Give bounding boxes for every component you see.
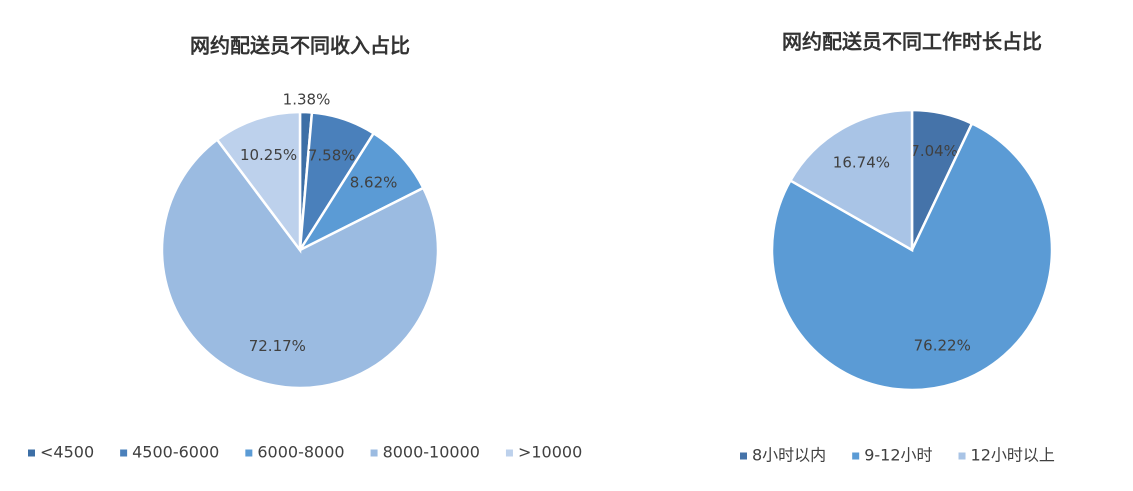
data-label: 1.38%	[283, 91, 331, 109]
legend-swatch	[28, 449, 35, 457]
pie-slice	[160, 137, 440, 390]
data-label: 72.17%	[249, 337, 306, 355]
legend-swatch	[505, 449, 513, 457]
legend-swatch	[120, 449, 128, 457]
legend-label: 4500-6000	[132, 443, 219, 462]
legend-label: 9-12小时	[864, 446, 932, 465]
legend-label: 8小时以内	[752, 446, 826, 465]
data-label: 76.22%	[914, 337, 971, 355]
legend-label: <4500	[40, 443, 94, 462]
pie-slice	[215, 110, 302, 254]
data-label: 8.62%	[350, 174, 398, 192]
legend-label: >10000	[518, 443, 582, 462]
legend-swatch	[245, 449, 253, 457]
legend-swatch	[852, 452, 860, 460]
legend-label: 12小时以上	[971, 446, 1055, 465]
pie-slice	[770, 121, 1054, 392]
legend-swatch	[740, 452, 747, 460]
legend-label: 6000-8000	[257, 443, 344, 462]
chart-title: 网约配送员不同收入占比	[190, 34, 410, 58]
pie-slice	[788, 108, 914, 253]
legend-label: 8000-10000	[383, 443, 480, 462]
data-label: 7.04%	[910, 142, 958, 160]
data-label: 7.58%	[308, 146, 356, 164]
legend-swatch	[370, 449, 378, 457]
data-label: 16.74%	[833, 153, 890, 171]
chart-title: 网约配送员不同工作时长占比	[782, 30, 1042, 54]
data-label: 10.25%	[240, 146, 297, 164]
legend-swatch	[958, 452, 966, 460]
